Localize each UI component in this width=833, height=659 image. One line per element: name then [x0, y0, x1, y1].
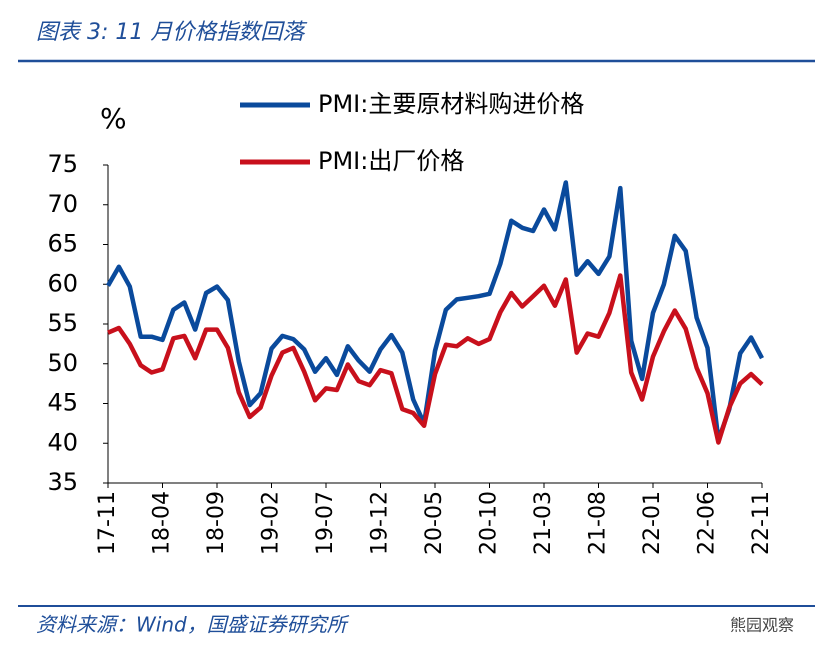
x-tick-label: 19-12 — [368, 491, 393, 555]
x-tick-label: 19-07 — [313, 491, 338, 555]
y-tick-label: 45 — [47, 389, 78, 417]
x-tick-label: 19-02 — [259, 491, 284, 555]
x-tick-label: 18-09 — [204, 491, 229, 555]
y-axis-label: % — [100, 102, 127, 135]
series-line — [107, 273, 764, 445]
y-tick-label: 65 — [47, 230, 78, 258]
y-tick-label: 70 — [47, 190, 78, 218]
legend-label: PMI:主要原材料购进价格 — [318, 90, 584, 118]
x-tick-label: 22-01 — [640, 491, 665, 555]
series-line — [106, 180, 764, 443]
y-tick-label: 50 — [47, 349, 78, 377]
x-tick-label: 21-03 — [531, 491, 556, 555]
x-tick-label: 21-08 — [586, 491, 611, 555]
x-tick-label: 20-05 — [422, 491, 447, 555]
source-note: 资料来源：Wind，国盛证券研究所 — [36, 613, 350, 637]
x-tick-label: 22-06 — [695, 491, 720, 555]
y-tick-label: 60 — [47, 269, 78, 297]
chart-title: 图表 3: 11 月价格指数回落 — [36, 20, 307, 45]
x-tick-label: 17-11 — [95, 491, 120, 555]
y-tick-label: 55 — [47, 309, 78, 337]
y-tick-label: 40 — [47, 428, 78, 456]
watermark: 熊园观察 — [730, 616, 794, 635]
x-tick-label: 18-04 — [150, 491, 175, 555]
y-tick-label: 35 — [47, 468, 78, 496]
x-tick-label: 20-10 — [477, 491, 502, 555]
y-tick-label: 75 — [47, 150, 78, 178]
legend-label: PMI:出厂价格 — [318, 147, 464, 175]
x-tick-label: 22-11 — [749, 491, 774, 555]
